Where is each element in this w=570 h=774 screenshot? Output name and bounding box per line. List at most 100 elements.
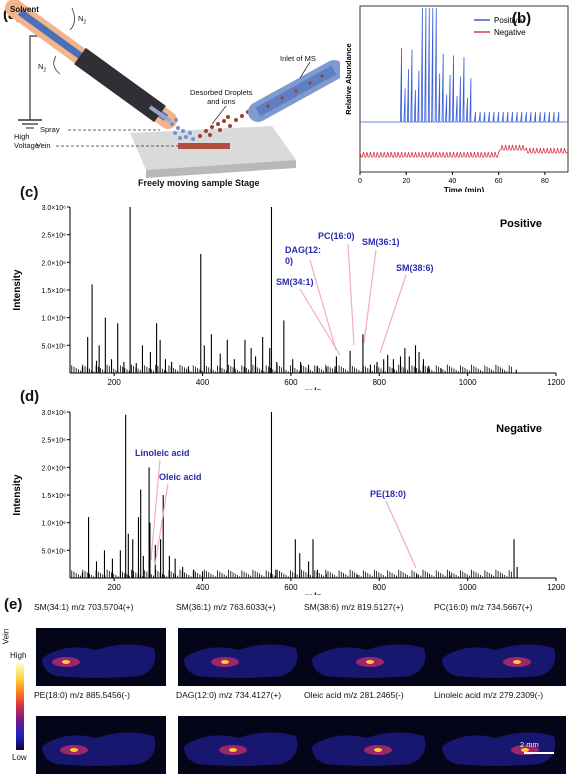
panel-e-label: (e) bbox=[4, 596, 23, 613]
peak-annotation: Oleic acid bbox=[159, 472, 202, 482]
x-tick-label: 800 bbox=[373, 378, 387, 387]
panel-b-label: (b) bbox=[512, 10, 532, 27]
panel-c-label: (c) bbox=[20, 184, 39, 201]
x-axis-label: Time (min) bbox=[444, 186, 485, 192]
scale-bar bbox=[524, 752, 554, 754]
y-tick-label: 1.5×10⁶ bbox=[42, 288, 67, 295]
annotation-line bbox=[379, 274, 407, 354]
annotation-line bbox=[150, 459, 161, 561]
spectrum-title: Negative bbox=[496, 423, 542, 435]
n2-arrow-top bbox=[69, 7, 75, 31]
peak-annotation: SM(36:1) bbox=[362, 237, 400, 247]
x-axis-label: m/z bbox=[305, 592, 322, 595]
y-tick-label: 2.0×10⁶ bbox=[42, 260, 67, 267]
colorbar bbox=[16, 664, 24, 750]
spray-droplets bbox=[170, 118, 195, 141]
y-tick-label: 1.0×10⁶ bbox=[42, 521, 67, 528]
x-tick-label: 0 bbox=[358, 178, 362, 185]
ion-image-title: PC(16:0) m/z 734.5667(+) bbox=[434, 602, 533, 612]
ion-mz: m/z 885.5456(-) bbox=[67, 690, 130, 700]
panel-a-schematic bbox=[5, 0, 340, 178]
scale-bar-label: 2 mm bbox=[520, 740, 539, 749]
ion-mz: m/z 279.2309(-) bbox=[480, 690, 544, 700]
high-voltage-wire bbox=[29, 35, 58, 120]
x-tick-label: 1000 bbox=[459, 378, 477, 387]
annotation-line bbox=[363, 249, 377, 344]
y-tick-label: 1.5×10⁶ bbox=[42, 493, 67, 500]
y-tick-label: 2.5×10⁶ bbox=[42, 233, 67, 240]
y-tick-label: 1.0×10⁶ bbox=[42, 316, 67, 323]
label-n2-side: N2 bbox=[38, 62, 47, 74]
x-tick-label: 40 bbox=[449, 178, 457, 185]
peak-annotation: SM(34:1) bbox=[276, 277, 314, 287]
ion-mz: m/z 734.5667(+) bbox=[468, 602, 533, 612]
ion-image bbox=[436, 628, 566, 686]
ion-image bbox=[178, 628, 308, 686]
ion-name: SM(38:6) bbox=[304, 602, 339, 612]
y-tick-label: 5.0×10⁵ bbox=[41, 343, 66, 350]
negative-spectrum-chart: 200 400 600 800 1000 1200 5.0×10⁵ 1.0×10⁶ 1.5×10… bbox=[12, 410, 565, 595]
legend-negative-label: Negative bbox=[494, 28, 526, 37]
panel-d-label: (d) bbox=[20, 388, 40, 405]
spectrum-title: Positive bbox=[500, 218, 542, 230]
x-tick-label: 80 bbox=[541, 178, 549, 185]
peak-annotation: PE(18:0) bbox=[370, 489, 406, 499]
ms-inlet-tube bbox=[248, 60, 340, 122]
ion-image bbox=[436, 716, 566, 774]
ion-name: PE(18:0) bbox=[34, 690, 68, 700]
peak-annotation: DAG(12: bbox=[285, 245, 321, 255]
x-tick-label: 200 bbox=[108, 583, 122, 592]
ion-name: DAG(12:0) bbox=[176, 690, 217, 700]
ion-mz: m/z 703.5704(+) bbox=[68, 602, 134, 612]
positive-spectrum-chart: 200 400 600 800 1000 1200 5.0×10⁵ 1.0×10⁶ 1.5×10… bbox=[12, 205, 565, 390]
y-tick-label: 5.0×10⁵ bbox=[41, 548, 66, 555]
label-vein: Vein bbox=[36, 141, 51, 150]
y-axis-label: Intensity bbox=[12, 269, 23, 311]
ion-image bbox=[306, 716, 436, 774]
ion-mz: m/z 819.5127(+) bbox=[338, 602, 404, 612]
positive-trace bbox=[360, 7, 568, 123]
ion-mz: m/z 281.2465(-) bbox=[341, 690, 404, 700]
ion-image-title: Linoleic acid m/z 279.2309(-) bbox=[434, 690, 543, 700]
colorbar-low-label: Low bbox=[12, 753, 27, 762]
peak-annotation: Linoleic acid bbox=[135, 448, 190, 458]
ion-image bbox=[36, 716, 166, 774]
label-desorbed: Desorbed Droplets and ions bbox=[190, 88, 253, 106]
y-axis-label: Relative Abundance bbox=[344, 43, 353, 114]
x-tick-label: 20 bbox=[402, 178, 410, 185]
ion-mz: m/z 763.6033(+) bbox=[210, 602, 276, 612]
label-solvent: Solvent bbox=[10, 5, 39, 14]
ion-name: PC(16:0) bbox=[434, 602, 469, 612]
peak-annotation: PC(16:0) bbox=[318, 231, 355, 241]
label-n2-top: N2 bbox=[78, 14, 87, 26]
x-tick-label: 400 bbox=[196, 583, 210, 592]
x-tick-label: 1200 bbox=[547, 583, 565, 592]
x-tick-label: 800 bbox=[373, 583, 387, 592]
label-inlet-ms: Inlet of MS bbox=[280, 54, 316, 63]
ion-image bbox=[36, 628, 166, 686]
ion-image-title: SM(36:1) m/z 763.6033(+) bbox=[176, 602, 275, 612]
ion-image-title: DAG(12:0) m/z 734.4127(+) bbox=[176, 690, 281, 700]
x-tick-label: 600 bbox=[284, 583, 298, 592]
legend-positive-label: Positive bbox=[494, 16, 523, 25]
annotation-line bbox=[347, 243, 355, 346]
n2-arrow-side bbox=[53, 55, 61, 75]
negative-trace bbox=[359, 144, 569, 158]
annotation-line bbox=[385, 500, 417, 569]
ion-image-title: PE(18:0) m/z 885.5456(-) bbox=[34, 690, 130, 700]
y-tick-label: 3.0×10⁶ bbox=[42, 205, 67, 212]
annotation-line bbox=[309, 259, 337, 351]
ion-mz: m/z 734.4127(+) bbox=[216, 690, 282, 700]
annotation-line bbox=[154, 483, 169, 566]
vein-strip bbox=[178, 143, 230, 149]
label-stage: Freely moving sample Stage bbox=[138, 178, 260, 188]
y-tick-label: 2.0×10⁶ bbox=[42, 465, 67, 472]
y-axis-label: Intensity bbox=[12, 474, 23, 516]
label-spray: Spray bbox=[40, 125, 60, 134]
ion-name: Oleic acid bbox=[304, 690, 342, 700]
y-tick-label: 3.0×10⁶ bbox=[42, 410, 67, 417]
y-tick-label: 2.5×10⁶ bbox=[42, 438, 67, 445]
x-tick-label: 1000 bbox=[459, 583, 477, 592]
chromatogram-chart: 0 20 40 60 80 Time (min) Relative Abundance Pos… bbox=[344, 5, 569, 192]
ion-image-title: SM(38:6) m/z 819.5127(+) bbox=[304, 602, 403, 612]
